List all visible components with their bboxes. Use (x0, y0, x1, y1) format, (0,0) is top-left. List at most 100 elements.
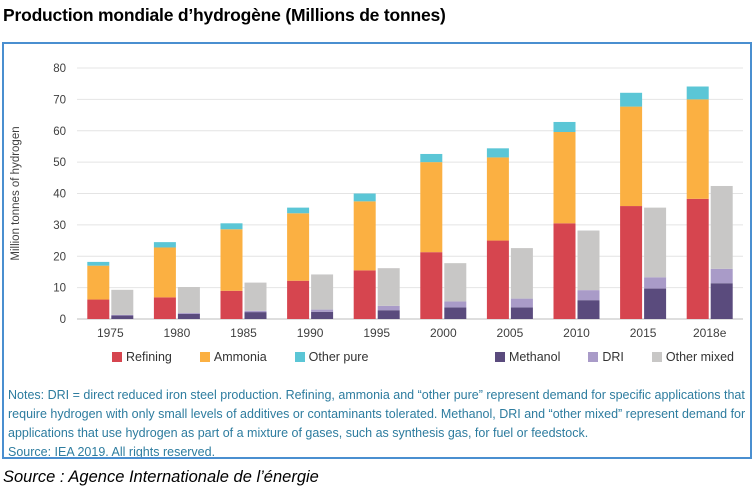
page-title: Production mondiale d’hydrogène (Million… (3, 5, 446, 25)
y-tick-40: 40 (53, 189, 66, 201)
bar-1975-other-mixed (111, 289, 134, 315)
bar-1985-ammonia (220, 229, 243, 291)
y-tick-20: 20 (53, 251, 66, 263)
figure-notes: Notes: DRI = direct reduced iron steel p… (8, 388, 746, 440)
legend-group-mixed: Methanol DRI Other mixed (494, 350, 734, 364)
chart-legend: Refining Ammonia Other pure Methanol DRI Oth… (4, 346, 750, 366)
bar-1995-dri (377, 305, 400, 311)
bar-2000-other-mixed (444, 263, 467, 302)
bar-1995-other-pure (353, 193, 376, 202)
bar-2005-ammonia (486, 157, 509, 241)
bar-2010-ammonia (553, 132, 576, 224)
hydrogen-production-chart: 0 10 20 30 40 50 60 70 80 Million tonnes of hydro… (10, 63, 743, 340)
legend-swatch-refining (112, 352, 122, 362)
bar-2018e-methanol (710, 283, 733, 319)
bar-1980-methanol (177, 313, 200, 319)
legend-swatch-methanol (494, 352, 505, 362)
x-tick-1975: 1975 (97, 326, 124, 340)
bar-2018e-other-pure (686, 86, 709, 100)
caption-source: Source : Agence Internationale de l’éner… (3, 468, 319, 486)
x-tick-1990: 1990 (297, 326, 324, 340)
x-tick-2000: 2000 (430, 326, 457, 340)
legend-item-dri: DRI (588, 350, 624, 364)
bar-2000-dri (444, 301, 467, 308)
bar-1975-dri (111, 314, 134, 316)
y-tick-10: 10 (53, 283, 66, 295)
bar-1990-methanol (311, 311, 334, 319)
bar-2015-ammonia (620, 106, 643, 207)
y-tick-30: 30 (53, 220, 66, 232)
bar-1990-ammonia (287, 213, 310, 281)
legend-swatch-ammonia (199, 352, 210, 362)
bar-2015-refining (620, 206, 643, 319)
legend-label-methanol: Methanol (508, 350, 561, 364)
bar-2005-other-pure (486, 148, 509, 158)
bar-2005-methanol (510, 307, 533, 319)
bar-2000-methanol (444, 307, 467, 319)
legend-item-other-mixed: Other mixed (651, 350, 734, 364)
bar-1980-ammonia (153, 247, 176, 298)
legend-label-other-mixed: Other mixed (665, 350, 734, 364)
y-tick-50: 50 (53, 157, 66, 169)
bar-2010-methanol (577, 300, 600, 319)
legend-label-other-pure: Other pure (308, 350, 369, 364)
bar-2010-other-mixed (577, 230, 600, 291)
bar-1985-refining (220, 290, 243, 319)
bar-1985-methanol (244, 312, 267, 319)
bar-2015-other-mixed (644, 207, 667, 278)
bar-1975-methanol (111, 315, 134, 319)
bar-1995-ammonia (353, 201, 376, 271)
bar-2005-refining (486, 240, 509, 319)
y-tick-0: 0 (60, 314, 66, 326)
legend-label-dri: DRI (602, 350, 624, 364)
y-tick-60: 60 (53, 126, 66, 138)
x-tick-2015: 2015 (630, 326, 657, 340)
bar-2015-dri (644, 277, 667, 289)
legend-item-other-pure: Other pure (294, 350, 369, 364)
x-tick-1995: 1995 (363, 326, 390, 340)
legend-item-ammonia: Ammonia (199, 350, 267, 364)
x-tick-1985: 1985 (230, 326, 257, 340)
legend-item-methanol: Methanol (494, 350, 561, 364)
bar-1990-dri (311, 309, 334, 312)
bar-2000-ammonia (420, 162, 443, 253)
bar-1980-other-mixed (177, 286, 200, 314)
bar-2010-dri (577, 290, 600, 301)
x-tick-2005: 2005 (497, 326, 524, 340)
bar-2005-other-mixed (510, 248, 533, 299)
y-axis-label: Million tonnes of hydrogen (10, 126, 22, 260)
figure-box: 0 10 20 30 40 50 60 70 80 Million tonnes of hydro… (2, 42, 752, 459)
legend-swatch-dri (588, 352, 599, 362)
bar-2018e-refining (686, 198, 709, 319)
bar-2000-other-pure (420, 153, 443, 163)
bar-1975-refining (87, 299, 110, 319)
bar-2015-other-pure (620, 92, 643, 107)
y-tick-80: 80 (53, 63, 66, 75)
bar-1985-other-mixed (244, 282, 267, 311)
bar-1995-methanol (377, 310, 400, 319)
bar-1995-other-mixed (377, 268, 400, 306)
bar-1980-refining (153, 297, 176, 319)
legend-group-pure: Refining Ammonia Other pure (112, 350, 368, 364)
bar-2000-refining (420, 252, 443, 319)
figure-source: Source: IEA 2019. All rights reserved. (8, 445, 216, 459)
bar-2010-other-pure (553, 121, 576, 133)
bar-1990-refining (287, 280, 310, 319)
legend-item-refining: Refining (112, 350, 172, 364)
bar-1985-dri (244, 310, 267, 313)
bar-1975-ammonia (87, 265, 110, 300)
x-tick-1980: 1980 (164, 326, 191, 340)
bar-2018e-other-mixed (710, 185, 733, 269)
bar-1990-other-pure (287, 207, 310, 214)
legend-swatch-other-mixed (651, 352, 662, 362)
legend-label-refining: Refining (126, 350, 172, 364)
bar-2018e-ammonia (686, 99, 709, 199)
bar-2018e-dri (710, 268, 733, 284)
bar-1980-other-pure (153, 242, 176, 248)
bar-1990-other-mixed (311, 274, 334, 310)
x-tick-2018e: 2018e (693, 326, 727, 340)
bar-2015-methanol (644, 288, 667, 319)
bar-1985-other-pure (220, 223, 243, 230)
bar-2005-dri (510, 298, 533, 308)
